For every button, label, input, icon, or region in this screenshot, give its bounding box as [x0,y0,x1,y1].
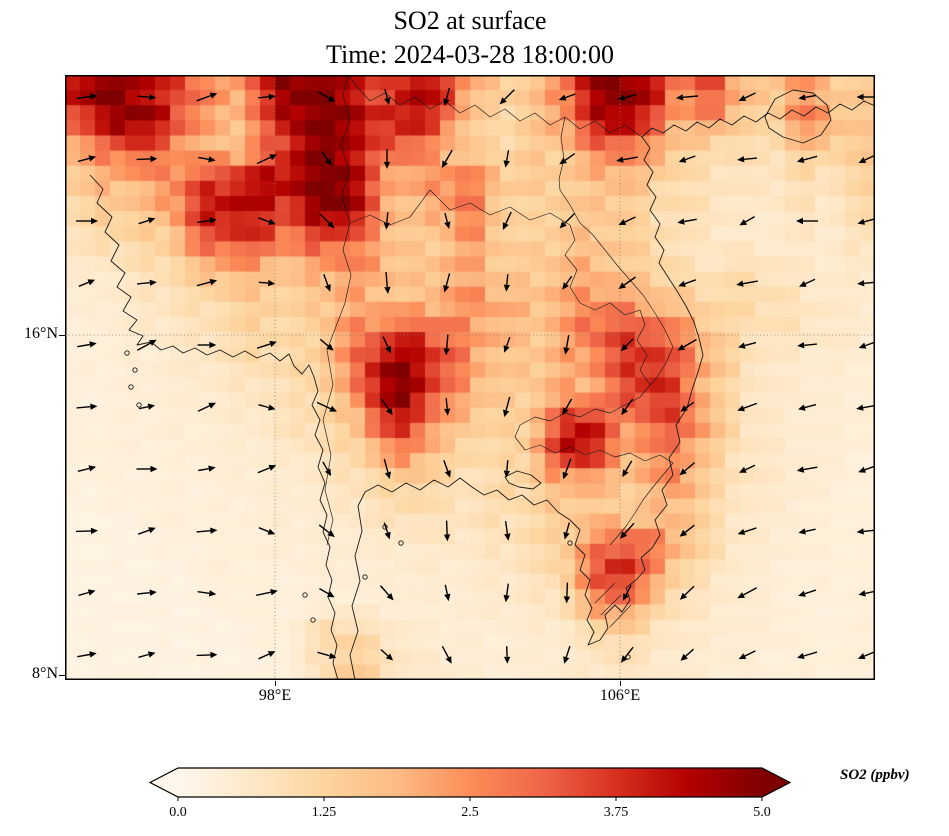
so2-heatmap-canvas [65,75,875,680]
x-tick-label: 98°E [258,687,292,704]
y-tick-mark [59,674,65,676]
chart-subtitle: Time: 2024-03-28 18:00:00 [326,40,614,69]
y-tick-mark [59,334,65,336]
map-plot [65,75,875,680]
colorbar-label: SO2 (ppbv) [840,767,910,783]
chart-title: SO2 at surface [393,6,547,35]
svg-text:5.0: 5.0 [753,805,771,820]
x-tick-mark [274,681,276,686]
svg-text:3.75: 3.75 [604,805,629,820]
svg-text:0.0: 0.0 [169,805,187,820]
svg-text:1.25: 1.25 [312,805,337,820]
svg-text:2.5: 2.5 [461,805,479,820]
colorbar-svg: 0.0 1.25 2.5 3.75 5.0 [148,767,792,820]
x-tick-mark [619,681,621,686]
y-tick-label: 16°N [24,325,58,342]
map-overlay [65,75,875,680]
y-tick-label: 8°N [32,665,58,682]
x-tick-label: 106°E [599,687,641,704]
